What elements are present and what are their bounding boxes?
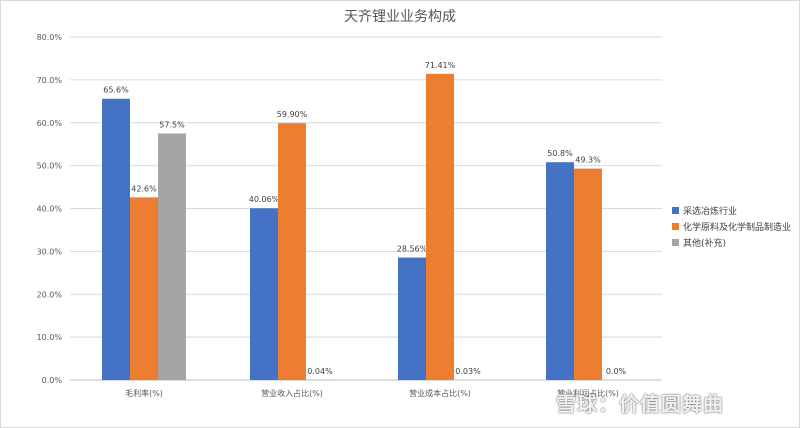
- bar: [158, 133, 186, 380]
- data-label: 0.03%: [455, 367, 481, 376]
- y-tick-label: 60.0%: [37, 119, 63, 128]
- data-label: 49.3%: [575, 156, 601, 165]
- bar: [250, 208, 278, 380]
- data-label: 59.90%: [277, 110, 308, 119]
- legend-swatch: [672, 238, 679, 246]
- legend-item: 其他(补充): [672, 234, 791, 250]
- data-label: 0.0%: [606, 367, 627, 376]
- legend-swatch: [672, 206, 679, 214]
- legend-item: 化学原料及化学制品制造业: [672, 218, 791, 234]
- bar: [102, 98, 130, 381]
- x-tick-label: 营业收入占比(%): [261, 388, 323, 398]
- data-label: 50.8%: [547, 149, 573, 158]
- legend-label: 采选冶炼行业: [683, 206, 738, 217]
- data-label: 0.04%: [307, 367, 333, 376]
- y-tick-label: 80.0%: [37, 33, 63, 42]
- y-tick-label: 10.0%: [37, 333, 63, 342]
- bar: [130, 197, 158, 380]
- data-label: 28.56%: [397, 245, 428, 254]
- bar: [574, 168, 602, 380]
- data-label: 40.06%: [249, 195, 280, 204]
- bar: [278, 123, 306, 381]
- x-tick-label: 营业利润占比(%): [557, 388, 619, 398]
- x-tick-label: 毛利率(%): [125, 388, 163, 398]
- y-tick-label: 50.0%: [37, 162, 63, 171]
- data-label: 57.5%: [159, 120, 185, 129]
- legend-label: 其他(补充): [683, 238, 727, 249]
- bar: [398, 257, 426, 380]
- y-tick-label: 30.0%: [37, 247, 63, 256]
- watermark-text: 雪球：价值圆舞曲: [556, 392, 724, 416]
- data-label: 65.6%: [103, 86, 129, 95]
- x-tick-label: 营业成本占比(%): [409, 388, 471, 398]
- data-label: 42.6%: [131, 184, 157, 193]
- chart-legend: 采选冶炼行业化学原料及化学制品制造业 其他(补充): [672, 202, 791, 250]
- y-tick-label: 0.0%: [42, 376, 63, 385]
- legend-label: 化学原料及化学制品制造业: [683, 222, 792, 233]
- legend-swatch: [672, 222, 679, 230]
- chart-title: 天齐锂业业务构成: [344, 9, 456, 25]
- legend-item: 采选冶炼行业: [672, 202, 791, 218]
- data-label: 71.41%: [425, 61, 456, 70]
- bar: [546, 162, 574, 380]
- bar: [426, 73, 454, 381]
- y-tick-label: 40.0%: [37, 205, 63, 214]
- y-tick-label: 20.0%: [37, 290, 63, 299]
- y-tick-label: 70.0%: [37, 76, 63, 85]
